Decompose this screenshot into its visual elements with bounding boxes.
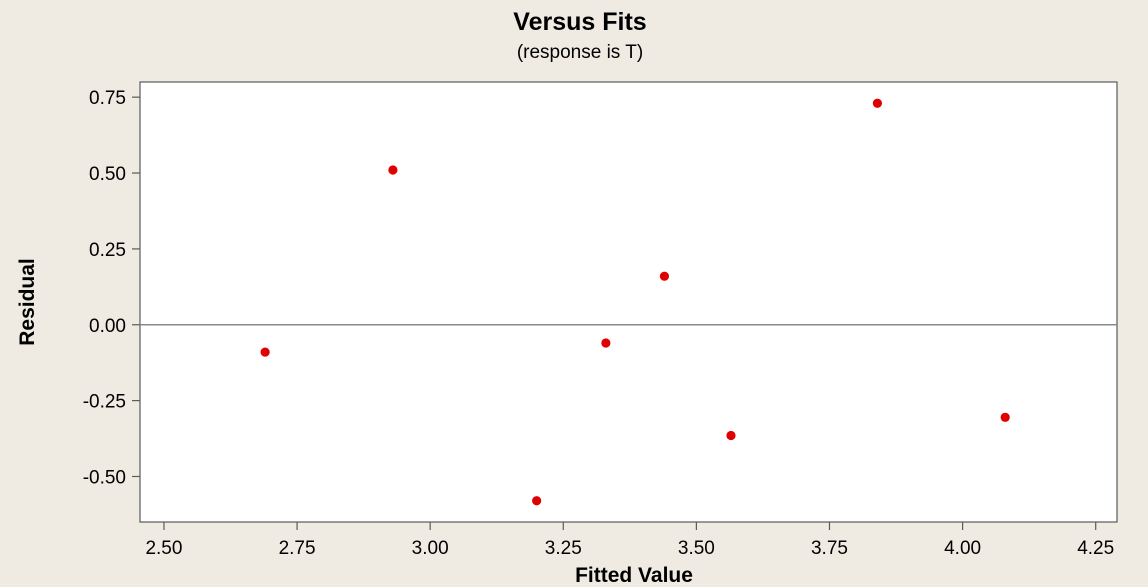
y-tick-label: -0.25 bbox=[83, 392, 126, 413]
x-tick-label: 2.50 bbox=[145, 538, 182, 559]
x-tick-label: 4.00 bbox=[944, 538, 981, 559]
data-point bbox=[601, 338, 611, 348]
y-tick-label: 0.75 bbox=[89, 88, 126, 109]
x-tick-label: 4.25 bbox=[1077, 538, 1114, 559]
axis-ticks-group: 2.50 2.75 3.00 3.25 3.50 3.75 4.00 4.25 0.75 0.50… bbox=[83, 88, 1115, 559]
y-tick-label: 0.50 bbox=[89, 164, 126, 185]
chart-subtitle: (response is T) bbox=[517, 42, 643, 63]
data-point bbox=[260, 347, 270, 357]
y-tick-label: -0.50 bbox=[83, 467, 126, 488]
data-point bbox=[659, 271, 670, 281]
y-tick-label: 0.00 bbox=[89, 316, 126, 337]
x-tick-label: 3.75 bbox=[811, 538, 848, 559]
y-tick-label: 0.25 bbox=[89, 240, 126, 261]
data-point bbox=[1000, 412, 1010, 422]
data-point bbox=[388, 165, 398, 175]
data-point bbox=[726, 430, 736, 441]
data-point bbox=[872, 98, 883, 108]
x-tick-label: 3.25 bbox=[545, 538, 582, 559]
x-tick-label: 3.50 bbox=[678, 538, 715, 559]
plot-area bbox=[139, 81, 1118, 523]
x-tick-label: 2.75 bbox=[279, 538, 316, 559]
x-tick-label: 3.00 bbox=[412, 538, 449, 559]
x-axis-label: Fitted Value bbox=[575, 564, 693, 587]
chart-title: Versus Fits bbox=[513, 8, 646, 36]
data-points-group bbox=[260, 98, 1010, 506]
data-point bbox=[532, 496, 542, 506]
y-axis-label: Residual bbox=[16, 258, 39, 346]
